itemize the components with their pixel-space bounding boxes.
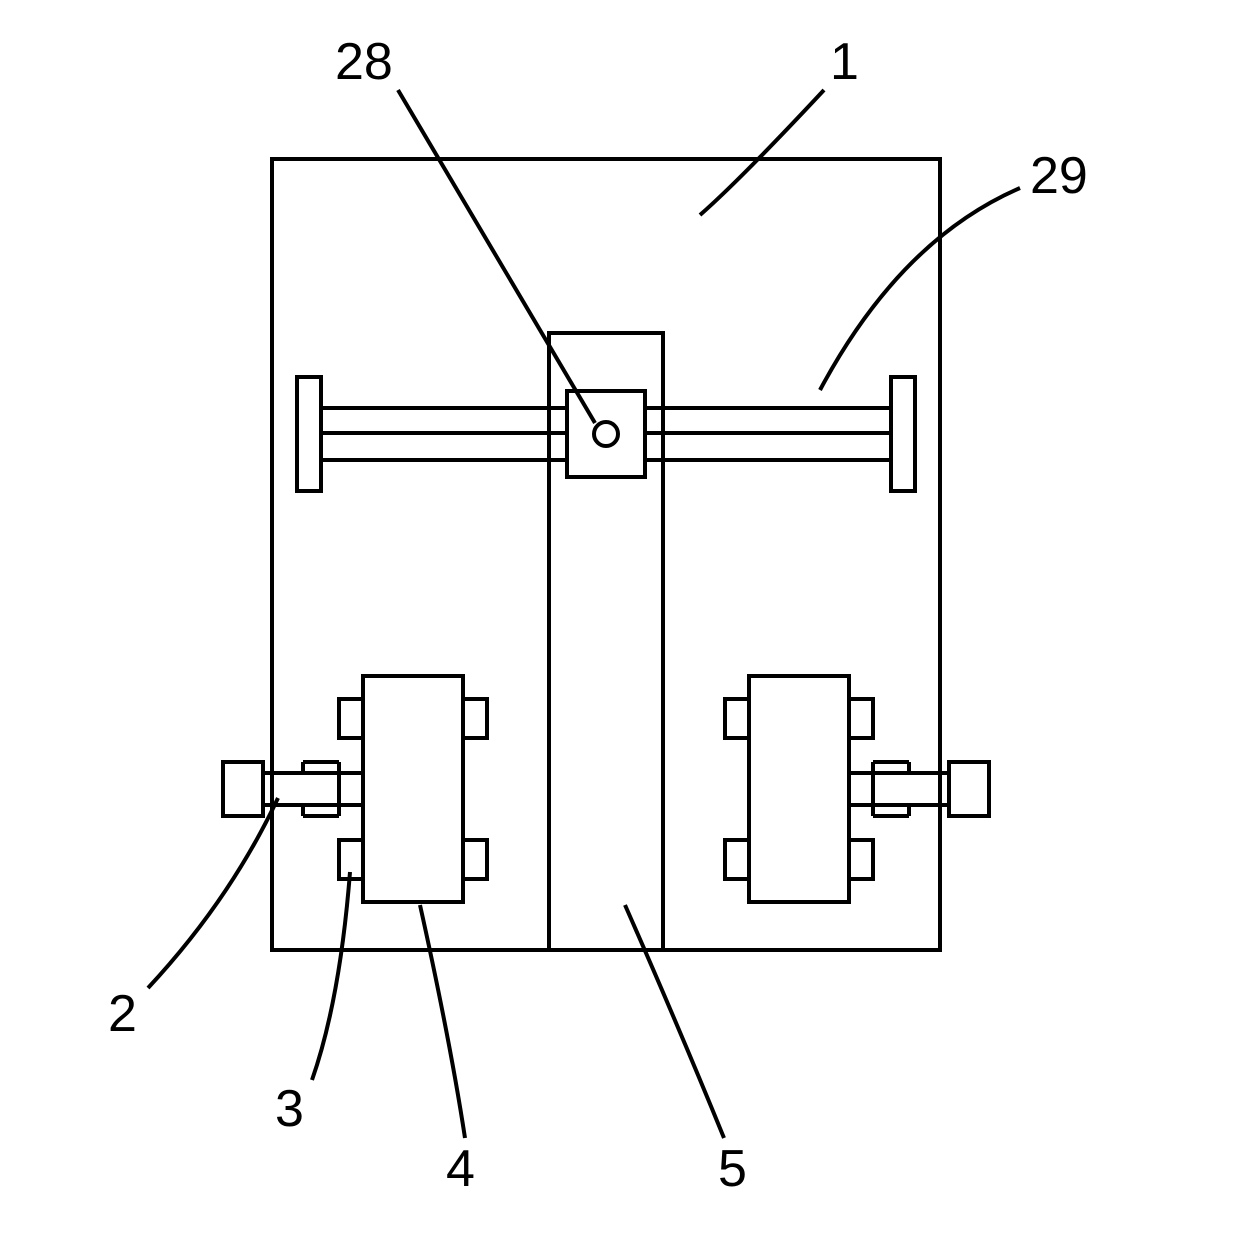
left-pad-top-l — [339, 699, 363, 738]
right-motor-body — [749, 676, 849, 902]
left-pad-bot-r — [463, 840, 487, 879]
label-5: 5 — [718, 1143, 747, 1195]
left-pad-top-r — [463, 699, 487, 738]
label-28: 28 — [335, 36, 393, 88]
label-4: 4 — [446, 1143, 475, 1195]
right-pad-top-l — [725, 699, 749, 738]
right-shaft-stub — [949, 762, 989, 816]
right-pad-top-r — [849, 699, 873, 738]
carriage — [567, 391, 645, 477]
rail-end-left — [297, 377, 321, 491]
label-2: 2 — [108, 988, 137, 1040]
leader-2 — [148, 798, 278, 988]
label-3: 3 — [275, 1083, 304, 1135]
left-motor-body — [363, 676, 463, 902]
label-29: 29 — [1030, 150, 1088, 202]
rail-end-right — [891, 377, 915, 491]
right-pad-bot-r — [849, 840, 873, 879]
right-pad-bot-l — [725, 840, 749, 879]
left-shaft-stub — [223, 762, 263, 816]
label-1: 1 — [830, 36, 859, 88]
